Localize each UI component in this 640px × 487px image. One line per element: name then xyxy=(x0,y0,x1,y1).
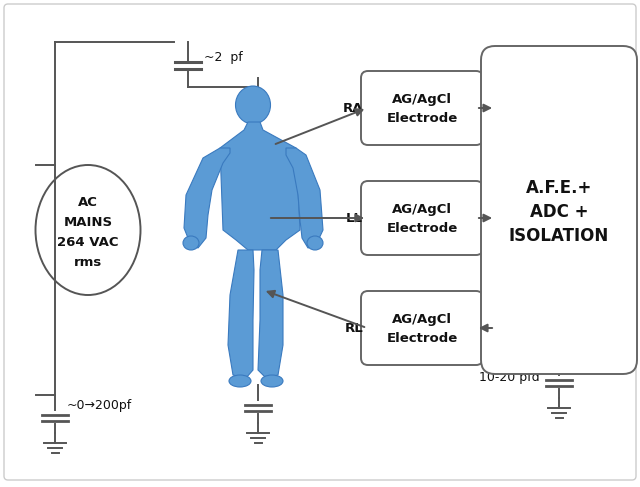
Polygon shape xyxy=(286,148,323,248)
Text: ISOLATION: ISOLATION xyxy=(509,227,609,245)
Text: ~0→200pf: ~0→200pf xyxy=(67,398,132,412)
Text: ADC +: ADC + xyxy=(530,203,588,221)
Text: AC: AC xyxy=(78,195,98,208)
Text: rms: rms xyxy=(74,256,102,268)
Text: ~2  pf: ~2 pf xyxy=(204,51,243,63)
Ellipse shape xyxy=(183,236,199,250)
Text: A.F.E.+: A.F.E.+ xyxy=(526,179,592,197)
Ellipse shape xyxy=(307,236,323,250)
Polygon shape xyxy=(220,122,300,250)
Ellipse shape xyxy=(236,86,271,124)
Ellipse shape xyxy=(261,375,283,387)
Text: Electrode: Electrode xyxy=(387,112,458,125)
Text: AG/AgCl: AG/AgCl xyxy=(392,203,452,216)
Text: Electrode: Electrode xyxy=(387,222,458,235)
Text: RA: RA xyxy=(342,101,363,114)
Text: LL: LL xyxy=(346,211,363,225)
Text: 10-20 pfd: 10-20 pfd xyxy=(479,372,540,385)
Ellipse shape xyxy=(35,165,141,295)
Text: MAINS: MAINS xyxy=(63,216,113,228)
FancyBboxPatch shape xyxy=(481,46,637,374)
FancyBboxPatch shape xyxy=(361,291,483,365)
Polygon shape xyxy=(228,250,254,378)
Text: RL: RL xyxy=(344,321,363,335)
Text: AG/AgCl: AG/AgCl xyxy=(392,93,452,106)
Polygon shape xyxy=(258,250,283,378)
Ellipse shape xyxy=(229,375,251,387)
FancyBboxPatch shape xyxy=(4,4,636,480)
FancyBboxPatch shape xyxy=(361,71,483,145)
Text: Electrode: Electrode xyxy=(387,332,458,344)
FancyBboxPatch shape xyxy=(361,181,483,255)
Text: 264 VAC: 264 VAC xyxy=(57,236,119,248)
Text: AG/AgCl: AG/AgCl xyxy=(392,313,452,325)
Polygon shape xyxy=(184,148,230,248)
